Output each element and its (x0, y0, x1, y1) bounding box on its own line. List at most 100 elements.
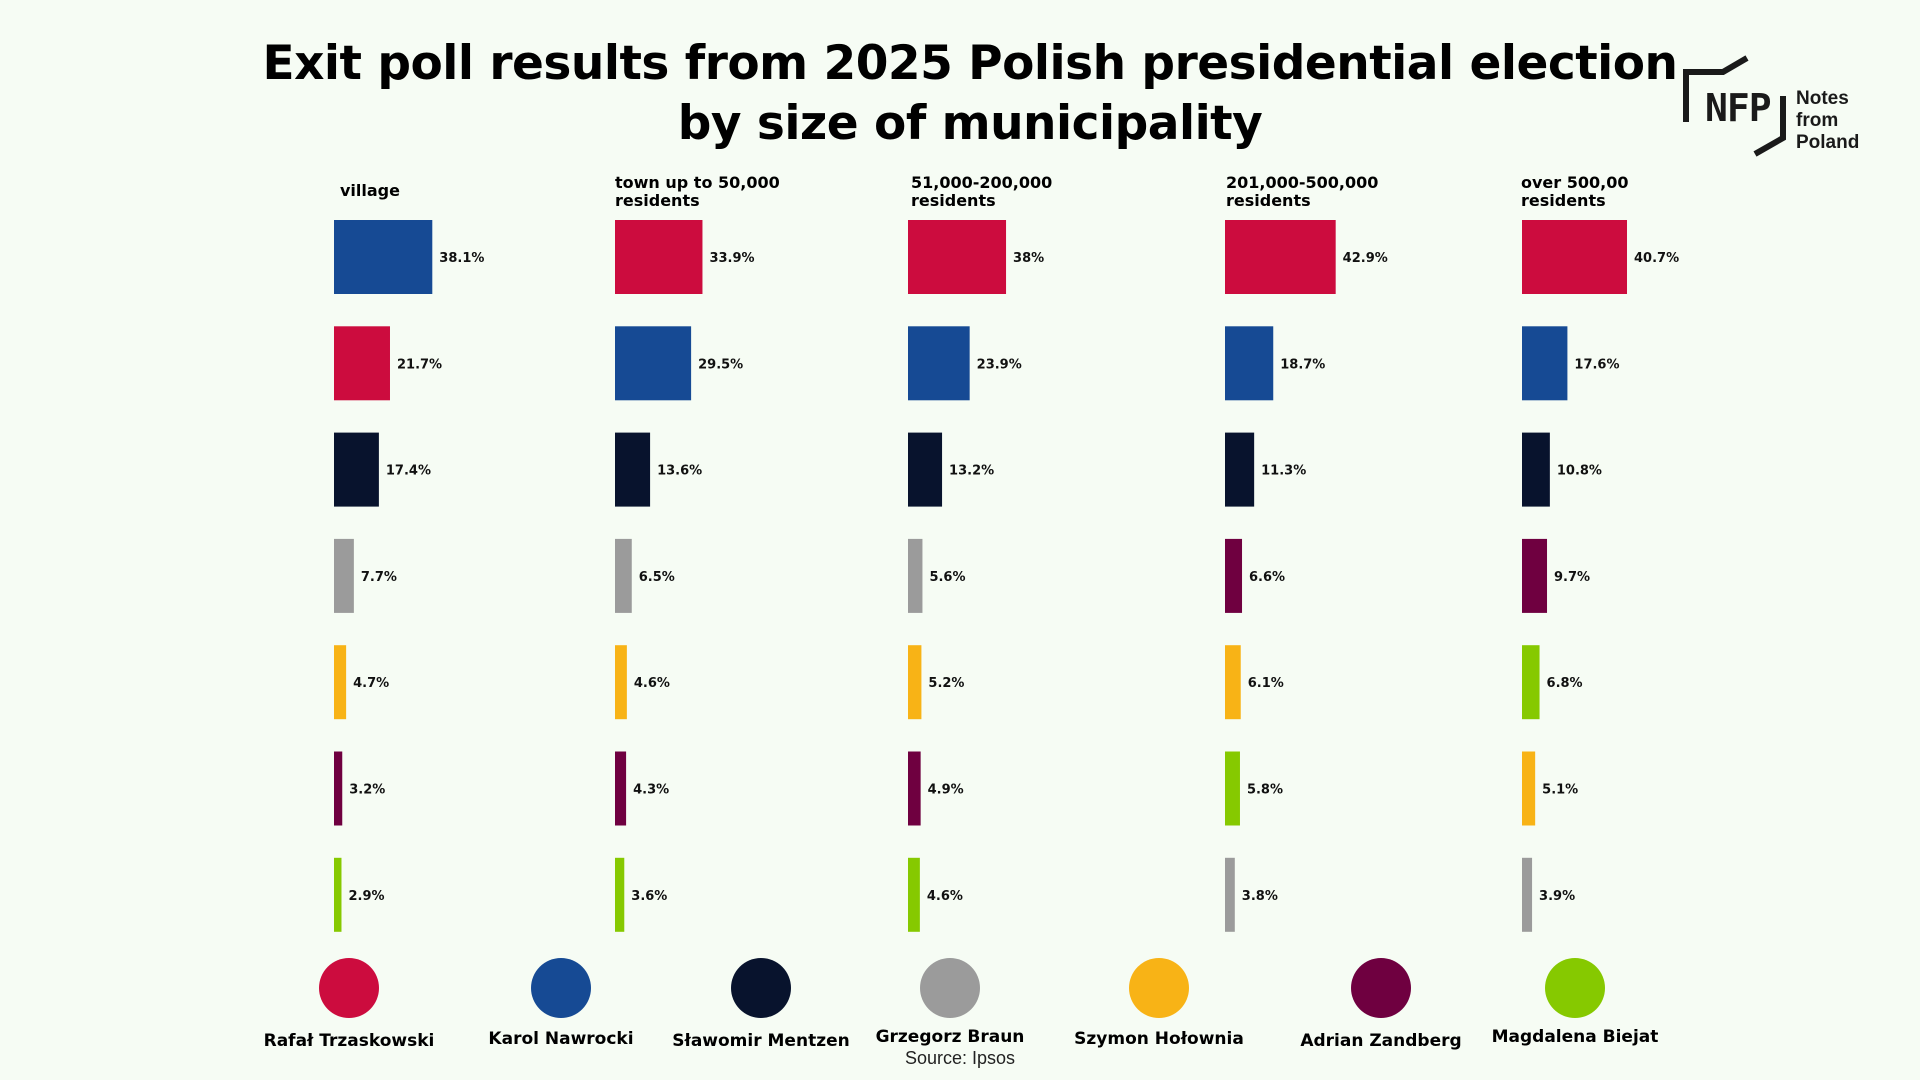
bar-value-label: 13.6% (657, 464, 702, 479)
bar-value-label: 4.6% (634, 676, 670, 691)
bar-magdalena-biejat (1225, 751, 1240, 826)
logo-mark-icon (1683, 55, 1786, 157)
bar-value-label: 4.9% (928, 783, 964, 798)
bar-slawomir-mentzen (1522, 432, 1550, 507)
bar-value-label: 4.7% (353, 676, 389, 691)
notes-from-poland-logo: NFP Notes from Poland (1683, 54, 1893, 164)
legend-item-slawomir-mentzen: Sławomir Mentzen (651, 958, 871, 1051)
legend-label: Sławomir Mentzen (672, 1031, 850, 1051)
bar-slawomir-mentzen (334, 432, 379, 507)
bar-rafal-trzaskowski (1225, 220, 1336, 294)
bar-value-label: 5.6% (929, 570, 965, 585)
bar-magdalena-biejat (1522, 645, 1540, 720)
legend-label: Magdalena Biejat (1491, 1027, 1659, 1047)
legend-item-adrian-zandberg: Adrian Zandberg (1271, 958, 1491, 1051)
bar-value-label: 4.6% (927, 889, 963, 904)
legend-label: Karol Nawrocki (488, 1029, 634, 1049)
bar-grzegorz-braun (908, 538, 923, 613)
bar-slawomir-mentzen (615, 432, 651, 507)
bar-szymon-holownia (1225, 645, 1241, 720)
bar-karol-nawrocki (908, 326, 970, 401)
bar-adrian-zandberg (615, 751, 627, 826)
bar-adrian-zandberg (334, 751, 343, 826)
bar-value-label: 29.5% (698, 357, 743, 372)
bar-value-label: 5.2% (928, 676, 964, 691)
group-title: town up to 50,000 residents (615, 173, 780, 210)
bar-slawomir-mentzen (908, 432, 943, 507)
bar-adrian-zandberg (1522, 538, 1548, 613)
bar-value-label: 6.8% (1547, 676, 1583, 691)
bar-value-label: 13.2% (949, 464, 994, 479)
legend-label: Grzegorz Braun (875, 1027, 1025, 1047)
bar-szymon-holownia (334, 645, 347, 720)
bar-value-label: 4.3% (633, 783, 669, 798)
bar-value-label: 5.1% (1542, 783, 1578, 798)
bar-szymon-holownia (1522, 751, 1536, 826)
bar-value-label: 17.6% (1574, 357, 1619, 372)
bar-magdalena-biejat (334, 857, 342, 932)
bar-value-label: 3.9% (1539, 889, 1575, 904)
bar-value-label: 9.7% (1554, 570, 1590, 585)
chart-subtitle: by size of municipality (677, 96, 1263, 151)
bar-value-label: 5.8% (1247, 783, 1283, 798)
bar-grzegorz-braun (334, 538, 354, 613)
legend-item-grzegorz-braun: Grzegorz Braun (840, 958, 1060, 1047)
bar-adrian-zandberg (908, 751, 921, 826)
logo-words-line1: Notes from (1796, 88, 1849, 131)
bar-value-label: 3.2% (349, 783, 385, 798)
bar-value-label: 17.4% (386, 464, 431, 479)
legend-swatch (1129, 958, 1189, 1018)
bar-value-label: 6.5% (639, 570, 675, 585)
bar-rafal-trzaskowski (334, 326, 390, 401)
bar-rafal-trzaskowski (615, 220, 703, 294)
group-title: over 500,00 residents (1521, 173, 1628, 210)
bar-grzegorz-braun (1225, 857, 1235, 932)
logo-letters: NFP (1705, 86, 1772, 130)
bar-value-label: 6.6% (1249, 570, 1285, 585)
bar-value-label: 11.3% (1261, 464, 1306, 479)
legend-item-szymon-holownia: Szymon Hołownia (1049, 958, 1269, 1049)
bar-value-label: 42.9% (1343, 251, 1388, 266)
bar-value-label: 38% (1013, 251, 1044, 266)
bar-karol-nawrocki (1225, 326, 1274, 401)
bar-value-label: 23.9% (977, 357, 1022, 372)
bar-grzegorz-braun (615, 538, 632, 613)
bar-szymon-holownia (908, 645, 922, 720)
group-title: village (340, 181, 400, 200)
bar-value-label: 3.6% (631, 889, 667, 904)
bar-value-label: 10.8% (1557, 464, 1602, 479)
bar-value-label: 40.7% (1634, 251, 1679, 266)
bar-value-label: 18.7% (1280, 357, 1325, 372)
legend-label: Rafał Trzaskowski (263, 1031, 435, 1051)
bar-szymon-holownia (615, 645, 627, 720)
group-title: 51,000-200,000 residents (911, 173, 1052, 210)
chart-title: Exit poll results from 2025 Polish presi… (262, 36, 1678, 91)
legend-swatch (731, 958, 791, 1018)
bar-slawomir-mentzen (1225, 432, 1255, 507)
logo-words: Notes from Poland (1796, 88, 1896, 154)
bar-value-label: 21.7% (397, 357, 442, 372)
bar-karol-nawrocki (1522, 326, 1568, 401)
legend-item-rafal-trzaskowski: Rafał Trzaskowski (239, 958, 459, 1051)
source-note: Source: Ipsos (904, 1048, 1016, 1068)
bar-value-label: 2.9% (348, 889, 384, 904)
legend-swatch (1351, 958, 1411, 1018)
bar-value-label: 3.8% (1242, 889, 1278, 904)
legend-label: Szymon Hołownia (1074, 1029, 1244, 1049)
bar-value-label: 33.9% (709, 251, 754, 266)
bar-rafal-trzaskowski (908, 220, 1007, 294)
legend-swatch (319, 958, 379, 1018)
bar-magdalena-biejat (615, 857, 625, 932)
bar-chart: village 38.1% 21.7% 17.4% 7.7% 4.7% 3.2% 2.9% to… (334, 173, 1679, 932)
bar-value-label: 7.7% (361, 570, 397, 585)
bar-karol-nawrocki (334, 220, 433, 294)
legend-item-magdalena-biejat: Magdalena Biejat (1465, 958, 1685, 1047)
legend-label: Adrian Zandberg (1300, 1031, 1462, 1051)
bar-magdalena-biejat (908, 857, 920, 932)
legend-item-karol-nawrocki: Karol Nawrocki (451, 958, 671, 1049)
bar-adrian-zandberg (1225, 538, 1243, 613)
bar-grzegorz-braun (1522, 857, 1533, 932)
legend-swatch (920, 958, 980, 1018)
bar-value-label: 6.1% (1248, 676, 1284, 691)
